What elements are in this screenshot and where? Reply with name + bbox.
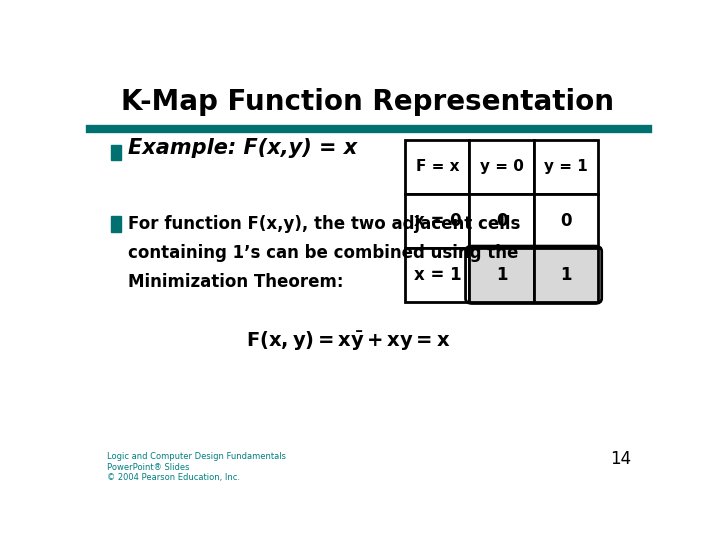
Bar [405,248,469,302]
Text: 1: 1 [560,266,572,284]
Text: Minimization Theorem:: Minimization Theorem: [128,273,343,291]
Bar [469,248,534,302]
Text: 14: 14 [610,450,631,468]
Text: y = 1: y = 1 [544,159,588,174]
Text: © 2004 Pearson Education, Inc.: © 2004 Pearson Education, Inc. [107,473,240,482]
Bar [405,140,469,194]
Bar [534,140,598,194]
Bar [469,194,534,248]
Text: PowerPoint® Slides: PowerPoint® Slides [107,463,189,472]
Bar [111,216,121,232]
Text: x = 0: x = 0 [413,212,462,230]
Text: K-Map Function Representation: K-Map Function Representation [121,87,613,116]
Text: 1: 1 [496,266,508,284]
Bar [469,140,534,194]
Text: F = x: F = x [415,159,459,174]
Bar [534,248,598,302]
Text: y = 0: y = 0 [480,159,523,174]
Text: containing 1’s can be combined using the: containing 1’s can be combined using the [128,244,518,262]
Text: 0: 0 [560,212,572,230]
Text: For function F(x,y), the two adjacent cells: For function F(x,y), the two adjacent ce… [128,215,521,233]
Text: Example: F(x,y) = x: Example: F(x,y) = x [128,138,357,158]
Text: 0: 0 [496,212,508,230]
Text: $\mathbf{F(x, y) = x\bar{y} + xy = x}$: $\mathbf{F(x, y) = x\bar{y} + xy = x}$ [246,329,451,353]
Text: x = 1: x = 1 [413,266,462,284]
Bar [405,194,469,248]
Text: Logic and Computer Design Fundamentals: Logic and Computer Design Fundamentals [107,453,286,461]
Bar [111,145,121,160]
Bar [534,194,598,248]
